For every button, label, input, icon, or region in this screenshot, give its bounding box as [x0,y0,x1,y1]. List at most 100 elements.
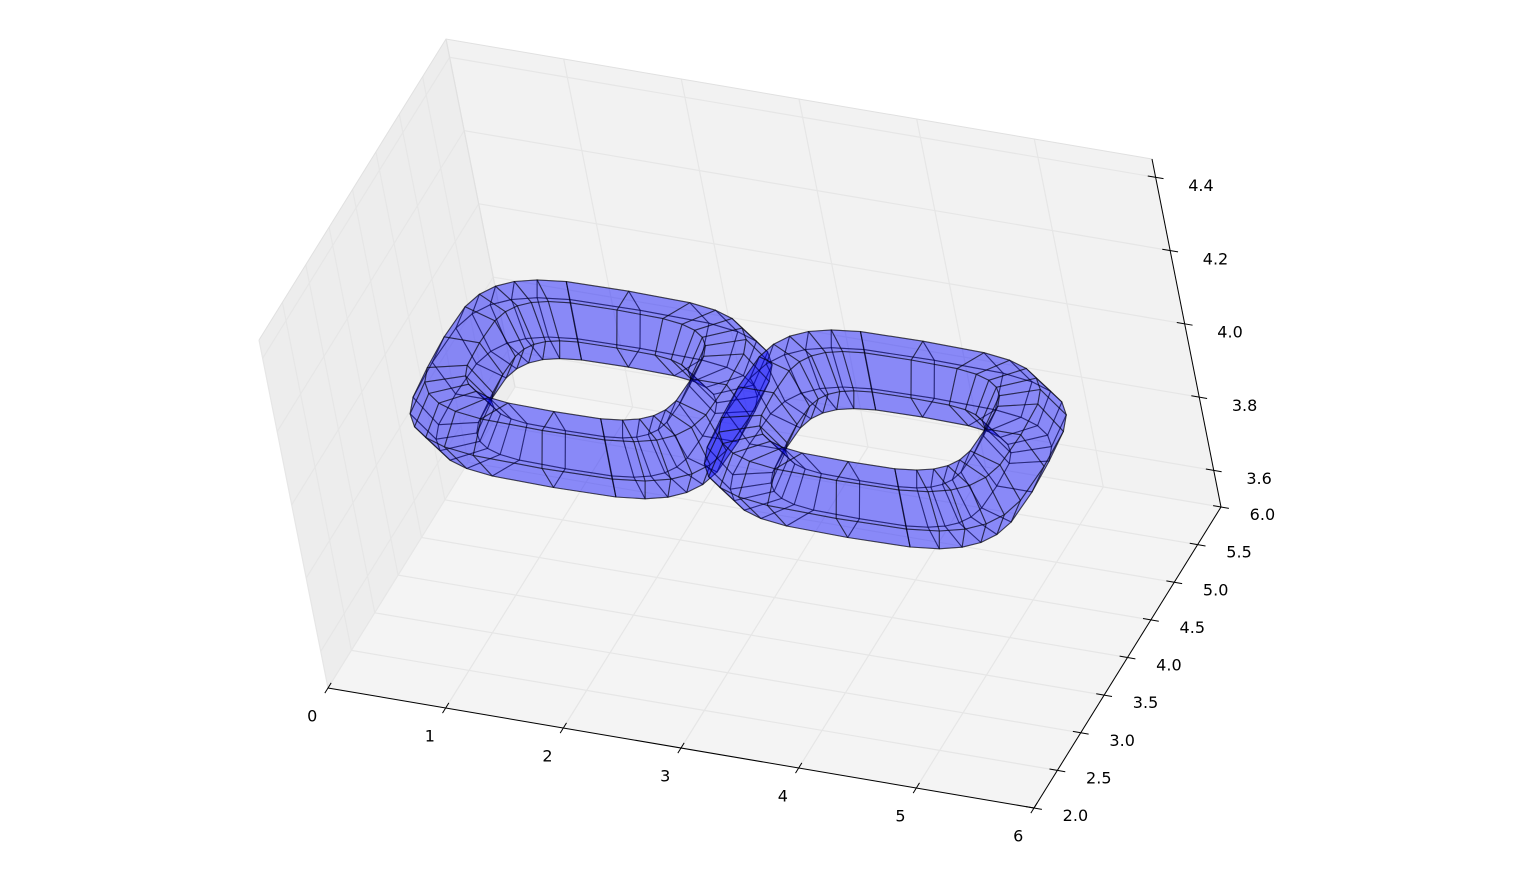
surface-face [719,486,762,520]
surface-face [959,450,1001,478]
surface-face [725,377,772,445]
surface-face [565,281,630,311]
surface-face [518,423,566,470]
surface-face [569,299,641,349]
surface-face [513,279,549,304]
surface-face [621,418,658,443]
z-tick-label: 4.4 [1188,176,1213,195]
y-tick [1119,655,1136,660]
surface-face [443,446,493,477]
surface-face [830,347,873,390]
surface-face [639,309,710,361]
surface-face [1010,465,1045,523]
surface-face [703,446,734,490]
surface-face [916,486,946,528]
surface-face [674,426,711,475]
surface-face [536,279,571,301]
surface-face [681,364,715,395]
surface-face [490,355,516,401]
grid-line-y [305,264,1081,734]
surface-face [835,517,911,548]
surface-face [681,329,703,372]
surface-face [981,419,1012,454]
surface-face [689,302,739,333]
surface-face [536,279,571,304]
surface-face [819,386,855,411]
z-tick-label: 3.8 [1232,396,1257,415]
y-tick-label: 3.0 [1109,731,1134,750]
surface-face [687,336,706,378]
surface-face [694,317,743,338]
x-tick-label: 1 [425,726,435,745]
surface-face [999,425,1049,445]
surface-face [725,356,760,413]
y-tick [1142,618,1159,622]
surface-face [996,460,1050,493]
surface-face [1025,367,1063,403]
surface-face [1008,446,1053,464]
z-tick [1176,322,1193,326]
surface-face [616,347,675,377]
surface-face [559,340,583,361]
surface-face [454,396,509,420]
surface-face [956,352,1011,375]
tick-marks [324,175,1229,814]
surface-face [788,361,819,407]
surface-face [703,338,747,357]
y-tick [1026,806,1042,810]
surface-face [666,378,692,423]
surface-face [636,433,666,477]
surface-face [910,397,969,427]
surface-face [564,430,613,477]
surface-face [443,306,496,344]
surface-face [611,478,646,500]
y-tick-label: 5.0 [1203,580,1228,599]
surface-face [706,411,751,476]
surface-face [760,503,815,527]
surface-face [628,290,710,324]
surface-face [647,409,667,435]
surface-face [766,504,849,539]
surface-face [616,290,691,320]
surface-face [718,425,764,445]
surface-face [842,386,877,411]
surface-face [478,285,518,313]
surface-face [604,439,646,482]
surface-face [981,386,1001,428]
surface-face [510,279,538,301]
surface-face [686,464,711,494]
surface-face [438,390,490,412]
surface-face [961,523,987,548]
surface-face [477,373,504,423]
surface-face [807,329,844,354]
surface-face [510,297,549,340]
surface-face [702,449,727,486]
surface-face [731,317,769,353]
surface-face [565,281,641,311]
surface-face [690,414,727,466]
surface-face [910,340,985,370]
y-tick-label: 5.5 [1226,543,1251,562]
grid-line-y [351,189,1128,659]
surface-face [835,479,907,530]
surface-face [438,393,492,426]
surface-face [622,436,652,478]
surface-face [638,415,676,441]
surface-face [759,425,789,459]
surface-face [690,353,745,386]
surface-face [938,528,966,550]
surface-face [653,409,692,436]
surface-face [425,402,456,448]
surface-face [905,525,940,550]
surface-face [969,428,1022,466]
surface-face [547,300,579,343]
surface-face [464,375,495,409]
surface-face [916,468,935,489]
surface-face [472,454,555,489]
y-tick [1166,580,1183,585]
surface-face [759,414,788,452]
surface-face [670,359,707,388]
surface-face [769,440,806,470]
surface-face [662,302,717,325]
surface-face [754,364,773,412]
